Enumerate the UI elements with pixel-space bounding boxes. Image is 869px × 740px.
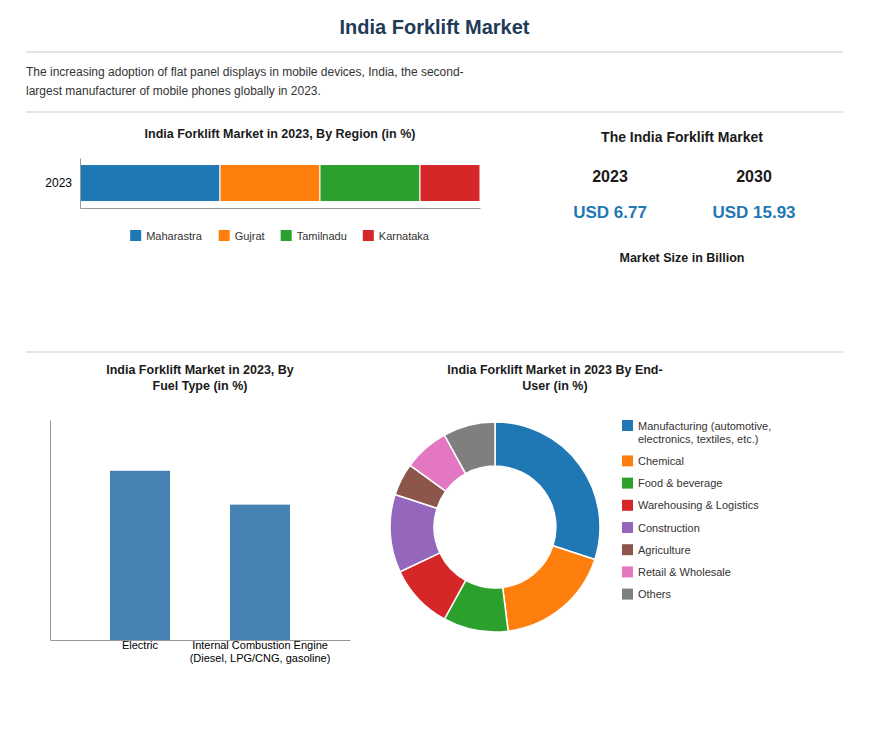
legend-item: Agriculture [622,544,691,556]
bar-segment [220,165,320,202]
market-year: 2023 [592,168,628,185]
plot [110,471,290,640]
market-value: USD 6.77 [573,203,647,222]
tick: Internal Combustion Engine(Diesel, LPG/C… [190,639,331,664]
legend-label: Agriculture [638,544,691,556]
chart-title: India Forklift Market in 2023, ByFuel Ty… [106,363,294,393]
legend-label: Karnataka [379,230,430,242]
legend-swatch [622,522,633,533]
legend: Maharastra Gujrat Tamilnadu Karnataka [130,230,430,242]
tick: Electric [122,639,159,651]
legend-swatch [622,589,633,600]
bar-segment [420,165,480,202]
axis [81,208,481,209]
donut-slice [444,422,495,474]
legend-label: Food & beverage [638,477,722,489]
legend-item: Warehousing & Logistics [622,499,759,511]
legend-label: Others [638,588,672,600]
legend-item: Food & beverage [622,477,722,489]
legend-swatch [363,230,374,241]
legend-item: Construction [622,522,700,534]
legend-label: Chemical [638,455,684,467]
legend-swatch [622,478,633,489]
tick-label: Electric [122,639,159,651]
donut-slice [503,546,595,631]
divider [26,52,843,53]
divider [26,112,843,113]
legend-label: Retail & Wholesale [638,566,731,578]
legend-swatch [281,230,292,241]
divider [26,352,843,353]
market-subtitle: Market Size in Billion [619,251,744,265]
tick: 2023 [45,176,72,190]
legend-swatch [622,544,633,555]
legend-item: Gujrat [219,230,265,242]
axis-line [81,208,481,209]
legend-item: Tamilnadu [281,230,347,242]
axis: 2023 [45,159,80,209]
chart-title: India Forklift Market in 2023 By End-Use… [447,363,662,393]
legend-swatch [219,230,230,241]
infographic: India Forklift Market The increasing adop… [0,0,869,740]
legend: Manufacturing (automotive,electronics, t… [622,420,771,601]
legend-item: Chemical [622,455,684,467]
market-value: USD 15.93 [712,203,795,222]
axis [50,421,51,641]
legend-label: Warehousing & Logistics [638,499,759,511]
legend-swatch [622,500,633,511]
axis-line [80,159,81,209]
plot [390,422,600,632]
legend-item: Maharastra [130,230,203,242]
tick-label: 2023 [45,176,72,190]
page-title: India Forklift Market [339,16,529,38]
chart-title: India Forklift Market in 2023, By Region… [145,127,416,141]
legend-item: Karnataka [363,230,430,242]
legend-item: Retail & Wholesale [622,566,731,578]
bar-segment [320,165,420,202]
legend-item: Manufacturing (automotive,electronics, t… [622,420,771,445]
legend-swatch [622,420,633,431]
legend-label: Gujrat [235,230,265,242]
market-year: 2030 [736,168,772,185]
legend-item: Others [622,588,672,600]
info-text: The increasing adoption of flat panel di… [26,65,464,79]
legend-label: Maharastra [146,230,203,242]
donut-slice [495,422,600,559]
legend-label: Tamilnadu [297,230,347,242]
legend-label: Construction [638,522,700,534]
axis-line [50,421,51,641]
legend-swatch [130,230,141,241]
info-text: largest manufacturer of mobile phones gl… [26,84,321,98]
plot [80,165,480,202]
bar [110,471,170,640]
legend-swatch [622,455,633,466]
bar-segment [80,165,220,202]
market-title: The India Forklift Market [601,129,763,145]
axis: Electric Internal Combustion Engine(Diese… [51,639,351,664]
legend-swatch [622,566,633,577]
legend-label: Manufacturing (automotive,electronics, t… [638,420,771,445]
tick-label: Internal Combustion Engine(Diesel, LPG/C… [190,639,331,664]
bar [230,505,290,640]
